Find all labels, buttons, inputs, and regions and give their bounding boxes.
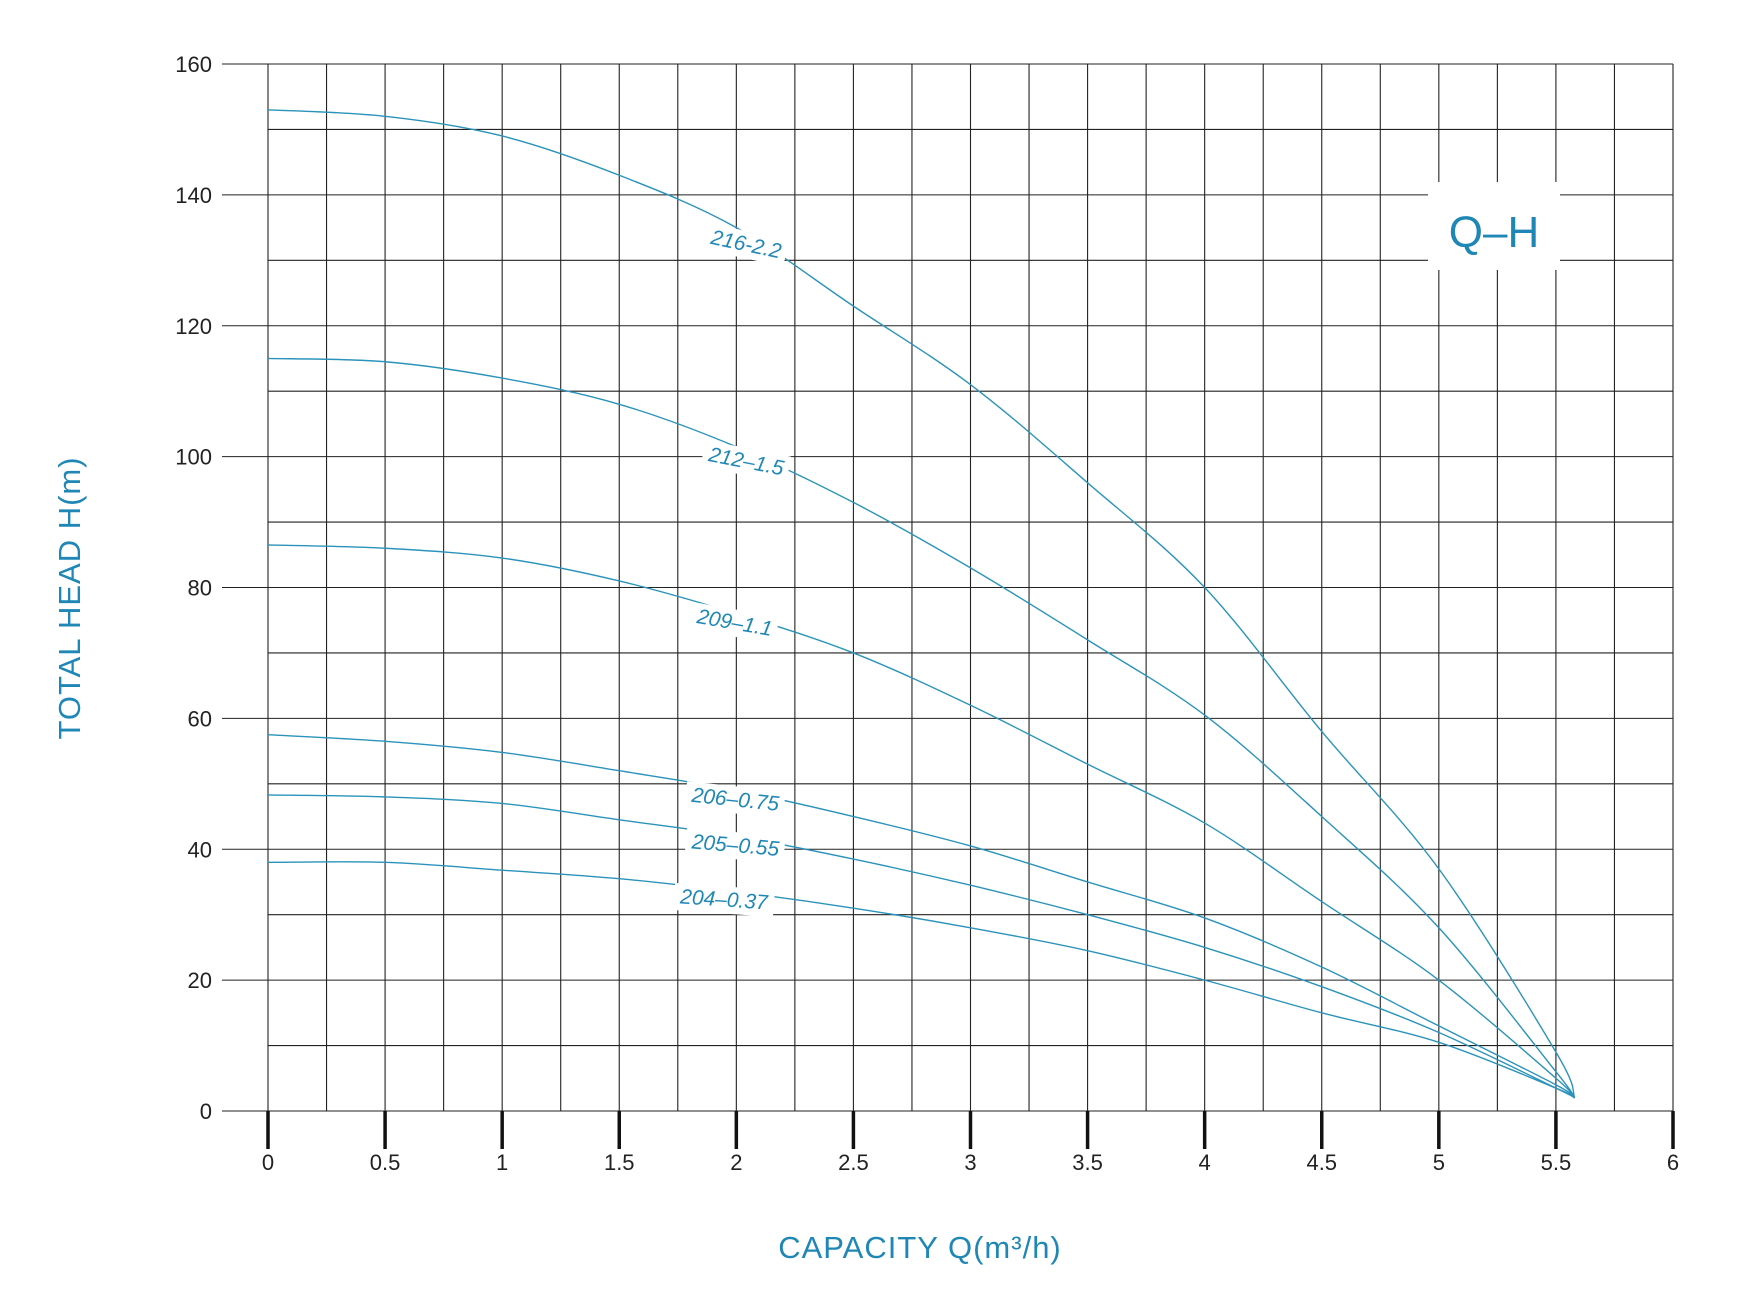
- series-label-background: [684, 781, 786, 819]
- x-tick-label: 4.5: [1306, 1150, 1337, 1175]
- x-tick-label: 3.5: [1072, 1150, 1103, 1175]
- x-tick-label: 5: [1433, 1150, 1445, 1175]
- y-tick-label: 80: [188, 576, 212, 601]
- x-tick-label: 0: [262, 1150, 274, 1175]
- series-line-5: [267, 794, 1575, 1099]
- series-label-background: [673, 883, 775, 917]
- x-tick-label: 4: [1199, 1150, 1211, 1175]
- series-label-background: [689, 602, 780, 644]
- series-line-2: [267, 357, 1576, 1099]
- series: [267, 109, 1576, 1099]
- legend-box: Q–H: [1428, 182, 1560, 270]
- series-label: 206–0.75: [690, 784, 781, 816]
- x-axis-title: CAPACITY Q(m³/h): [778, 1230, 1062, 1265]
- series-label-background: [700, 440, 792, 484]
- series-line-3: [267, 544, 1576, 1099]
- y-tick-label: 60: [188, 706, 212, 731]
- series-label-group: 206–0.75: [684, 781, 786, 819]
- y-axis-title: TOTAL HEAD H(m): [52, 456, 87, 739]
- series-label-background: [684, 827, 786, 864]
- legend-background: [1428, 182, 1560, 270]
- y-tick-label: 0: [200, 1099, 212, 1124]
- x-tick-label: 1: [496, 1150, 508, 1175]
- x-tick-label: 6: [1667, 1150, 1679, 1175]
- series-label-group: 209–1.1: [689, 602, 780, 644]
- y-tick-label: 120: [175, 314, 212, 339]
- series-label-group: 212–1.5: [700, 440, 792, 484]
- y-axis-ticks: 0 20 40 60 80 100 120 140 160: [175, 52, 212, 1124]
- y-tick-label: 40: [188, 837, 212, 862]
- y-tick-label: 160: [175, 52, 212, 77]
- series-label-group: 204–0.37: [673, 883, 775, 917]
- x-tick-label: 2.5: [838, 1150, 869, 1175]
- x-tick-label: 1.5: [604, 1150, 635, 1175]
- series-labels: 216-2.2212–1.5209–1.1206–0.75205–0.55204…: [673, 222, 792, 917]
- series-label-background: [702, 222, 789, 267]
- series-line-6: [267, 861, 1576, 1099]
- y-tick-label: 20: [188, 968, 212, 993]
- x-tick-label: 5.5: [1541, 1150, 1572, 1175]
- series-line-1: [267, 109, 1576, 1099]
- chart-title: Q–H: [1449, 208, 1539, 257]
- x-tick-label: 0.5: [370, 1150, 401, 1175]
- series-line-4: [267, 734, 1576, 1099]
- x-tick-label: 2: [730, 1150, 742, 1175]
- x-axis-ticks: 0 0.5 1 1.5 2 2.5 3 3.5 4 4.5 5 5.5 6: [262, 1111, 1679, 1175]
- x-tick-label: 3: [964, 1150, 976, 1175]
- y-tick-label: 100: [175, 445, 212, 470]
- y-tick-label: 140: [175, 183, 212, 208]
- series-label-group: 205–0.55: [684, 827, 786, 864]
